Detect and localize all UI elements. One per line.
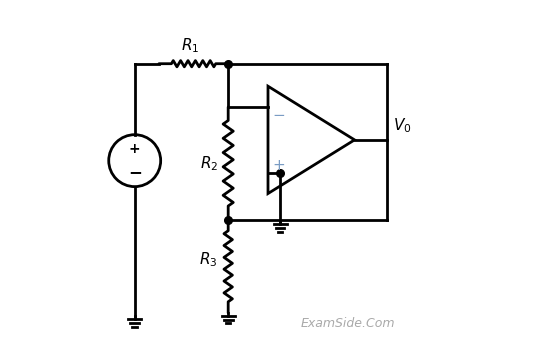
Text: +: + [129,142,140,156]
Text: $+$: $+$ [272,158,285,173]
Text: $R_2$: $R_2$ [199,154,218,173]
Text: ExamSide.Com: ExamSide.Com [300,317,395,330]
Text: −: − [128,163,142,180]
Text: $R_1$: $R_1$ [181,36,199,55]
Text: $V_0$: $V_0$ [393,117,411,135]
Text: $R_3$: $R_3$ [199,250,218,269]
Text: $-$: $-$ [272,106,285,121]
